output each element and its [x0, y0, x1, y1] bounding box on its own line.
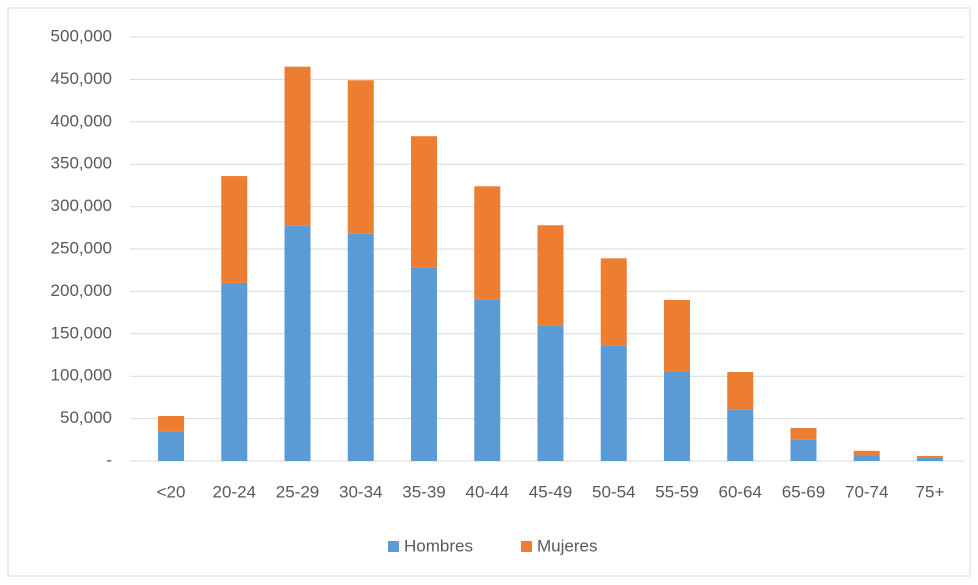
y-tick-label: 50,000 [60, 408, 112, 427]
bar-segment [663, 371, 690, 461]
x-tick-label: 40-44 [466, 482, 509, 501]
y-tick-label: 300,000 [51, 196, 112, 215]
bar-segment [663, 299, 690, 372]
bar-segment [790, 427, 817, 440]
bar-segment [537, 225, 564, 326]
bar-segment [158, 431, 185, 461]
bar-segment [411, 267, 438, 461]
legend-swatch [521, 541, 532, 552]
x-tick-label: 65-69 [782, 482, 825, 501]
bar-segment [158, 416, 185, 432]
bar-segment [790, 439, 817, 461]
bar-segment [853, 450, 880, 456]
bar-segment [284, 225, 311, 461]
bar-segment [537, 325, 564, 461]
x-tick-label: 45-49 [529, 482, 572, 501]
bar-segment [474, 186, 501, 300]
legend-label: Hombres [404, 536, 473, 555]
bar-segment [853, 455, 880, 461]
bar-segment [347, 233, 374, 461]
x-tick-label: 75+ [916, 482, 945, 501]
bar-segment [600, 345, 627, 461]
x-tick-label: 50-54 [592, 482, 635, 501]
x-tick-label: 55-59 [655, 482, 698, 501]
y-tick-label: 400,000 [51, 111, 112, 130]
x-tick-label: 30-34 [339, 482, 382, 501]
bar-segment [284, 66, 311, 226]
x-tick-label: 60-64 [718, 482, 761, 501]
y-tick-label: 200,000 [51, 281, 112, 300]
x-tick-label: 35-39 [402, 482, 445, 501]
legend-label: Mujeres [537, 536, 597, 555]
bar-segment [916, 457, 943, 461]
bar-segment [221, 282, 248, 461]
bar-segment [411, 136, 438, 268]
y-tick-label: 100,000 [51, 366, 112, 385]
y-tick-label: 450,000 [51, 69, 112, 88]
y-tick-label: - [106, 450, 112, 469]
x-tick-label: 20-24 [213, 482, 256, 501]
y-tick-label: 150,000 [51, 323, 112, 342]
x-tick-label: 25-29 [276, 482, 319, 501]
bar-segment [916, 455, 943, 458]
x-tick-label: 70-74 [845, 482, 888, 501]
bar-segment [474, 299, 501, 461]
y-tick-label: 250,000 [51, 238, 112, 257]
bar-segment [600, 258, 627, 346]
bar-segment [727, 371, 754, 410]
x-tick-label: <20 [157, 482, 186, 501]
legend-swatch [388, 541, 399, 552]
bar-segment [221, 176, 248, 283]
y-tick-label: 350,000 [51, 154, 112, 173]
bar-segment [347, 80, 374, 234]
y-tick-label: 500,000 [51, 26, 112, 45]
bar-segment [727, 409, 754, 461]
